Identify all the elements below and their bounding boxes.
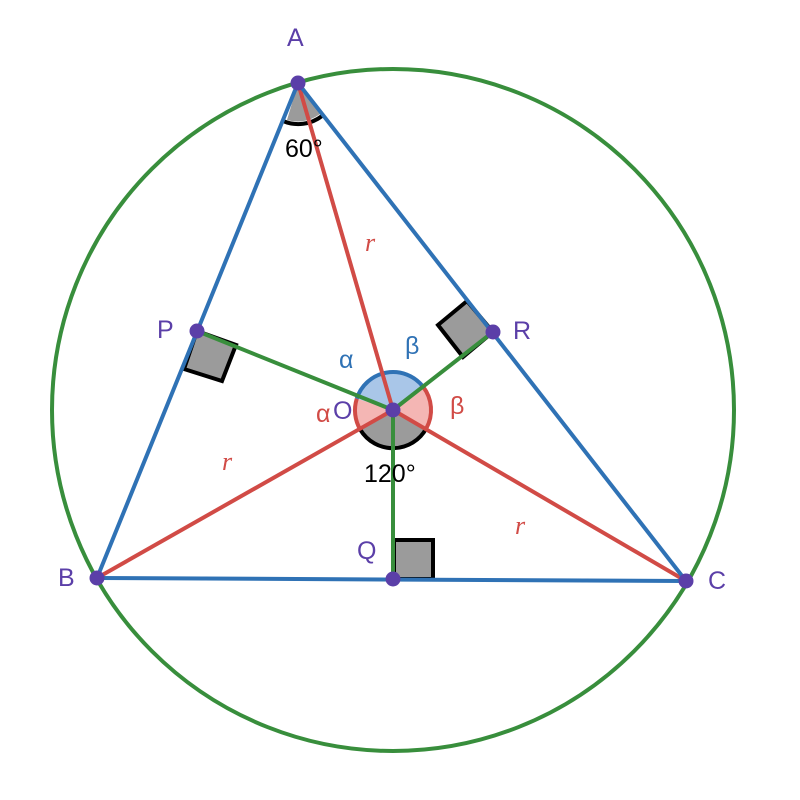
point-q [385,571,401,587]
point-b [89,570,105,586]
right-angle-mark-q [392,538,435,581]
label-c: C [708,567,726,595]
circumcircle [50,67,736,753]
label-b: B [58,564,75,592]
radius-label-ob: r [222,447,233,476]
point-r [485,324,501,340]
radius-label-oa: r [365,228,376,257]
point-p [189,323,205,339]
right-angle-mark-p [181,328,239,384]
point-c [678,573,694,589]
beta-upper-label: β [405,332,419,360]
angle-a-label: 60° [285,135,323,163]
label-q: Q [357,537,376,565]
label-a: A [287,24,304,52]
radius-label-oc: r [515,511,526,540]
alpha-upper-label: α [339,346,353,374]
perpendicular-or [391,330,495,412]
radius-ob [96,408,394,580]
beta-arc-right [421,385,434,430]
beta-lower-label: β [450,392,464,420]
alpha-beta-arc-top [354,370,425,400]
point-o [385,402,401,418]
alpha-lower-label: α [316,400,330,428]
right-angle-mark-r [435,298,496,360]
label-o: O [333,397,352,425]
angle-boc-label: 120° [364,460,416,488]
radius-oa [296,82,395,411]
beta-sector-right [393,386,432,429]
label-r: R [513,317,531,345]
perpendicular-op [196,329,394,412]
alpha-sector-left [354,398,393,430]
label-p: P [157,316,174,344]
radius-oc [391,408,688,583]
angle-a-arc [282,114,324,127]
point-a [290,75,306,91]
